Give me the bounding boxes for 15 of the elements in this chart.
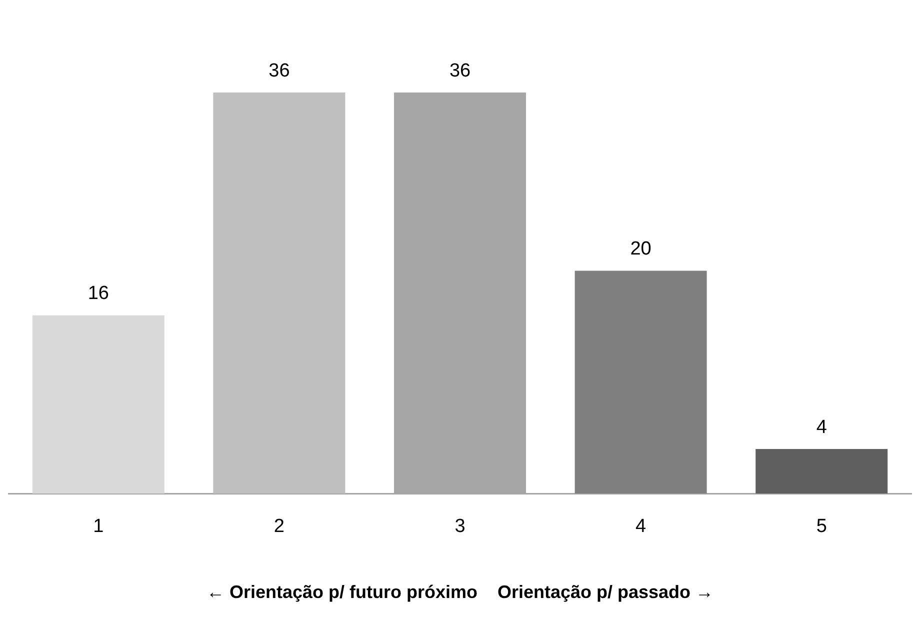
x-tick-label: 1 xyxy=(93,516,104,538)
bar xyxy=(756,449,888,494)
x-tick-label: 5 xyxy=(816,516,827,538)
x-axis-title: ← Orientação p/ futuro próximo Orientação p/ passado → xyxy=(206,582,714,602)
data-label: 36 xyxy=(268,60,290,82)
data-label: 16 xyxy=(88,283,109,304)
x-tick-label: 2 xyxy=(274,516,284,538)
bar xyxy=(32,315,164,494)
data-label: 36 xyxy=(449,60,471,82)
x-tick-label: 4 xyxy=(636,516,647,538)
data-label: 4 xyxy=(816,416,828,438)
bar xyxy=(574,270,707,494)
x-tick-label: 3 xyxy=(454,516,466,538)
bar xyxy=(213,92,346,494)
data-label: 20 xyxy=(630,238,652,260)
